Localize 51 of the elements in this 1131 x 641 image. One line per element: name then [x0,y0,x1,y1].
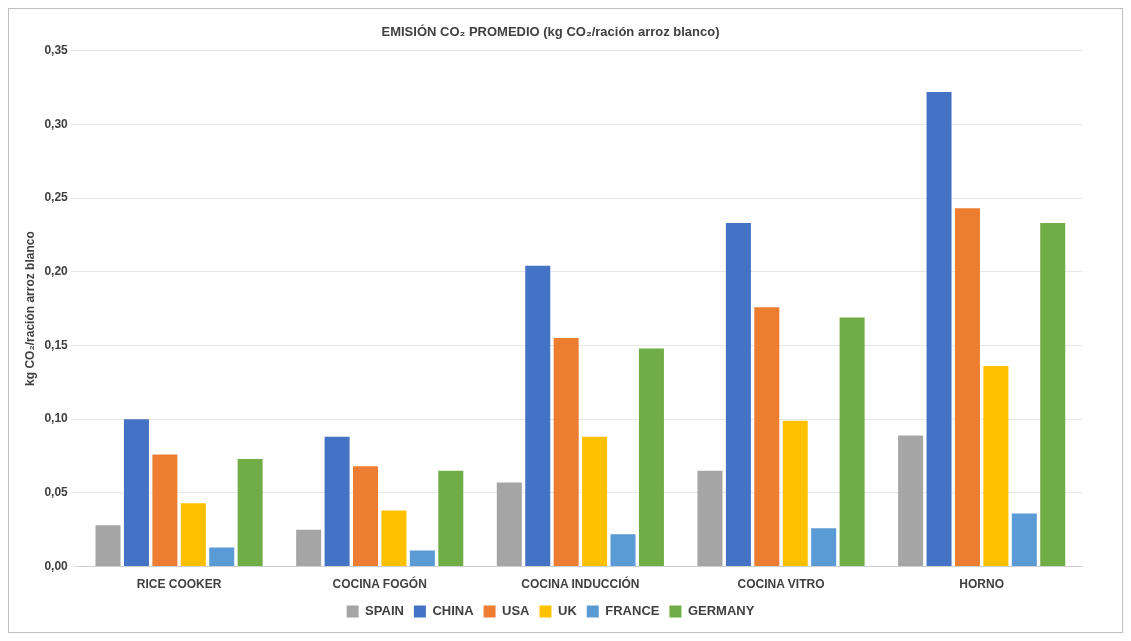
bar [95,525,121,567]
bar [553,338,579,567]
y-tick-label: 0,05 [44,485,69,500]
legend-label: UK [557,603,578,619]
bar [983,366,1009,567]
bar [1040,223,1066,567]
bar [1011,513,1037,567]
bar [638,348,664,567]
y-tick-label: 0,00 [44,558,69,573]
legend-label: CHINA [432,603,475,619]
x-tick-label: HORNO [959,577,1005,592]
bar [180,503,206,567]
bar [353,466,379,567]
bar [697,470,723,567]
bar [839,317,865,567]
bar [754,307,780,567]
bar [209,547,235,567]
bar [438,470,464,567]
legend-label: SPAIN [365,603,404,619]
bar [926,91,952,567]
x-tick-label: COCINA VITRO [737,577,825,592]
x-tick-label: COCINA FOGÓN [332,576,427,592]
bar [152,454,178,567]
bar [409,550,435,567]
legend-label: USA [502,603,531,619]
y-tick-label: 0,35 [44,42,69,57]
y-tick-label: 0,25 [44,190,69,205]
bar [525,265,551,567]
y-tick-label: 0,10 [44,411,69,426]
bar [296,529,322,567]
bar [954,208,980,567]
bar [123,419,149,567]
bar [725,223,751,567]
legend-label: FRANCE [605,603,660,619]
bar [898,435,924,567]
y-tick-label: 0,30 [44,116,69,131]
bar [237,458,263,567]
bar [582,436,608,567]
bar [782,420,808,567]
bar [381,510,407,567]
x-tick-label: RICE COOKER [136,577,222,592]
chart-title: EMISIÓN CO₂ PROMEDIO (kg CO₂/ración arroz blanco) [381,24,720,40]
bar [610,534,636,567]
bar [496,482,522,567]
y-tick-label: 0,15 [44,337,69,352]
legend-label: GERMANY [687,603,755,619]
y-axis-title: kg CO₂/ración arroz blanco [22,231,37,386]
bar [811,528,837,567]
bar [324,436,350,567]
y-tick-label: 0,20 [44,264,69,279]
x-tick-label: COCINA INDUCCIÓN [521,576,640,592]
